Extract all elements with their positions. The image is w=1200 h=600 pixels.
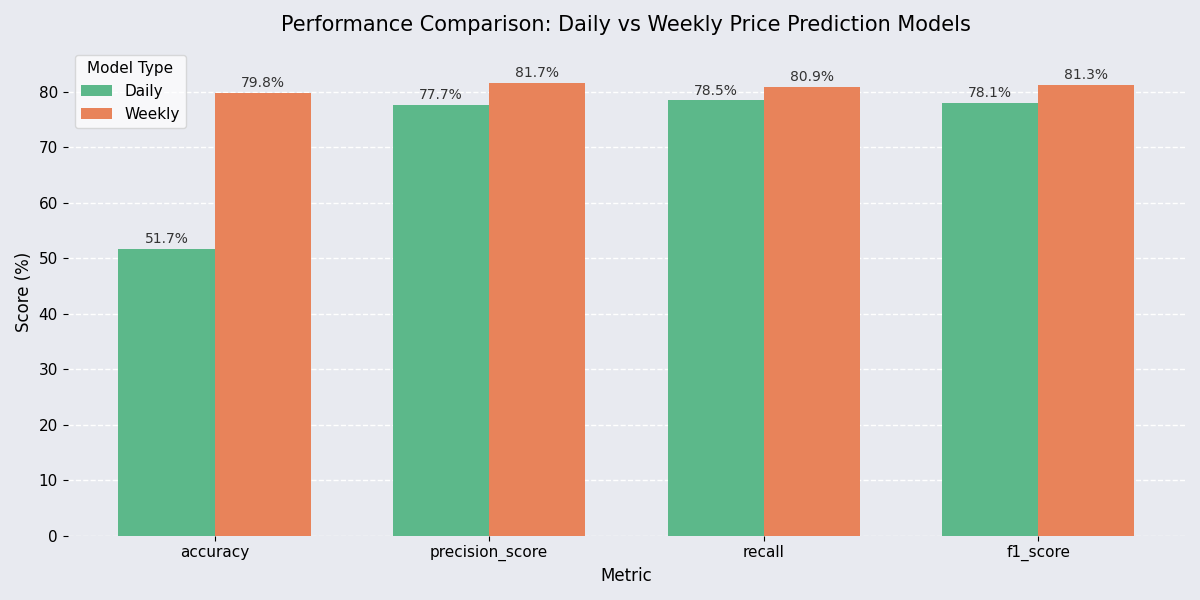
- Text: 79.8%: 79.8%: [240, 76, 284, 91]
- Text: 78.5%: 78.5%: [694, 83, 738, 98]
- Text: 81.3%: 81.3%: [1064, 68, 1108, 82]
- Text: 81.7%: 81.7%: [515, 66, 559, 80]
- Text: 78.1%: 78.1%: [968, 86, 1012, 100]
- Y-axis label: Score (%): Score (%): [16, 251, 34, 332]
- Bar: [667, 100, 763, 536]
- X-axis label: Metric: Metric: [600, 567, 653, 585]
- Bar: [215, 93, 311, 536]
- Text: 51.7%: 51.7%: [144, 232, 188, 246]
- Bar: [490, 83, 586, 536]
- Text: 77.7%: 77.7%: [419, 88, 463, 102]
- Bar: [942, 103, 1038, 536]
- Text: 80.9%: 80.9%: [790, 70, 834, 84]
- Bar: [763, 87, 859, 536]
- Title: Performance Comparison: Daily vs Weekly Price Prediction Models: Performance Comparison: Daily vs Weekly …: [281, 15, 971, 35]
- Bar: [392, 105, 490, 536]
- Bar: [119, 249, 215, 536]
- Bar: [1038, 85, 1134, 536]
- Legend: Daily, Weekly: Daily, Weekly: [76, 55, 186, 128]
